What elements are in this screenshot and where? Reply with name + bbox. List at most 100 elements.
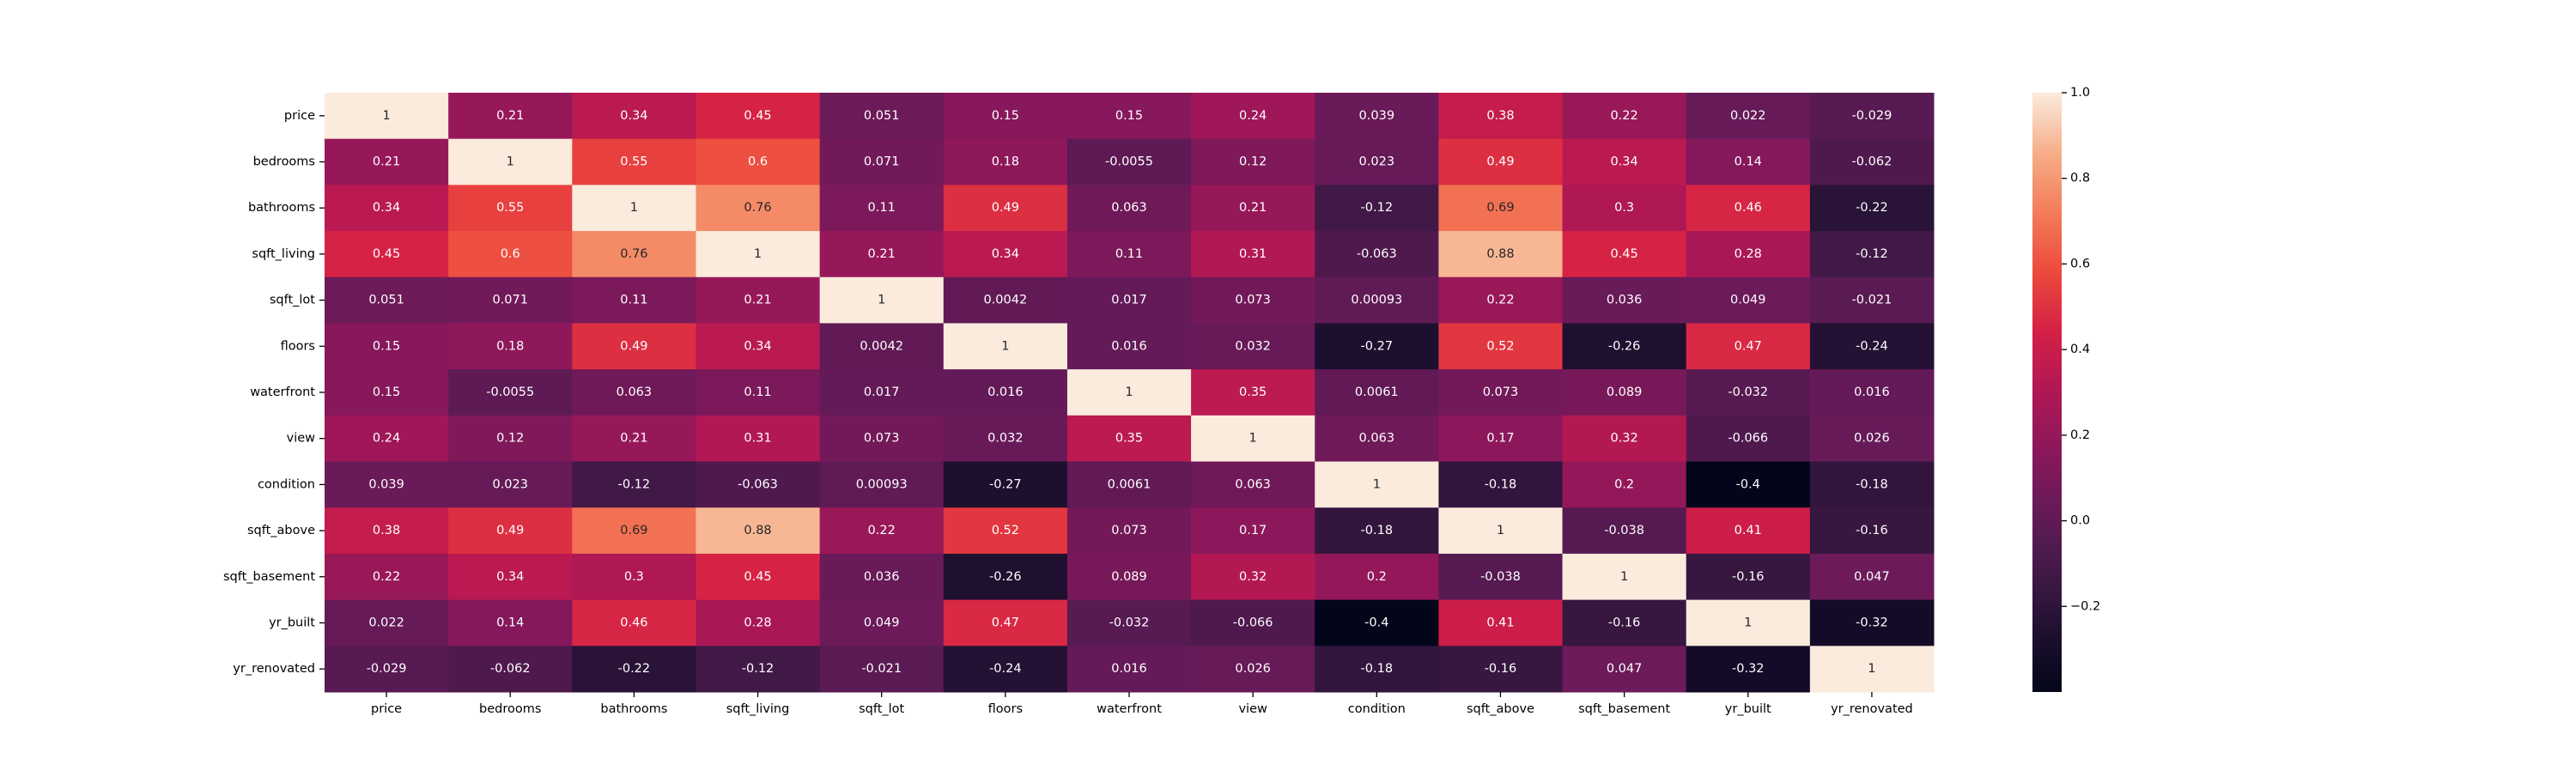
cell-value-label: 0.28 <box>1735 247 1762 261</box>
heatmap-cell-floors-bedrooms <box>448 323 573 370</box>
cell-value-label: 0.022 <box>1730 109 1766 123</box>
cell-value-label: -0.038 <box>1480 570 1521 584</box>
cell-value-label: 0.47 <box>992 616 1019 629</box>
cell-value-label: -0.16 <box>1732 570 1765 584</box>
heatmap-cell-sqft_above-sqft_lot <box>819 507 945 555</box>
heatmap-cell-price-yr_built <box>1686 93 1811 140</box>
cell-value-label: 0.24 <box>1239 109 1267 123</box>
heatmap-cell-bedrooms-bedrooms <box>448 138 573 185</box>
heatmap-cell-bathrooms-sqft_living <box>696 185 821 232</box>
cell-value-label: 0.063 <box>617 385 653 399</box>
heatmap-cell-sqft_living-bathrooms <box>572 231 696 278</box>
cell-value-label: 0.6 <box>501 247 520 261</box>
heatmap-cell-yr_built-price <box>325 599 449 646</box>
cell-value-label: 0.11 <box>620 294 647 307</box>
heatmap-cell-condition-price <box>325 461 449 508</box>
y-tick-label: sqft_living <box>252 247 315 261</box>
heatmap-cell-price-condition <box>1315 93 1439 140</box>
cell-value-label: 0.31 <box>1239 247 1267 261</box>
heatmap-cell-view-yr_built <box>1686 415 1811 463</box>
heatmap-cell-sqft_above-sqft_basement <box>1562 507 1687 555</box>
cell-value-label: 0.32 <box>1610 432 1637 446</box>
heatmap-cell-floors-condition <box>1315 323 1439 370</box>
cell-value-label: 0.45 <box>1610 247 1637 261</box>
cell-value-label: 1 <box>1497 524 1504 537</box>
cell-value-label: 0.0042 <box>860 339 903 353</box>
heatmap-cell-condition-bedrooms <box>448 461 573 508</box>
cell-value-label: -0.021 <box>861 662 902 676</box>
cell-value-label: 0.039 <box>368 477 404 491</box>
cell-value-label: 0.063 <box>1235 477 1271 491</box>
cell-value-label: 0.22 <box>868 524 896 537</box>
y-tick-label: bedrooms <box>253 155 315 169</box>
heatmap-cell-bathrooms-floors <box>943 185 1068 232</box>
cell-value-label: 1 <box>507 155 514 169</box>
heatmap-cell-sqft_lot-view <box>1191 276 1315 324</box>
heatmap-cell-yr_built-bedrooms <box>448 599 573 646</box>
cell-value-label: 0.047 <box>1854 570 1890 584</box>
colorbar-tick-label: 0.0 <box>2070 514 2090 528</box>
heatmap-cell-view-bedrooms <box>448 415 573 463</box>
cell-value-label: 0.46 <box>620 616 647 629</box>
heatmap-cell-bedrooms-sqft_basement <box>1562 138 1687 185</box>
cell-value-label: -0.27 <box>989 477 1022 491</box>
cell-value-label: -0.22 <box>618 662 651 676</box>
cell-value-label: -0.18 <box>1361 524 1394 537</box>
x-tick-label: sqft_lot <box>859 702 904 716</box>
heatmap-cell-view-sqft_living <box>696 415 821 463</box>
cell-value-label: 0.11 <box>1115 247 1143 261</box>
cell-value-label: 0.073 <box>1111 524 1147 537</box>
cell-value-label: 0.016 <box>987 385 1024 399</box>
cell-value-label: 0.38 <box>1486 109 1514 123</box>
cell-value-label: 0.34 <box>744 339 771 353</box>
heatmap-cell-sqft_basement-waterfront <box>1066 553 1192 601</box>
cell-value-label: 0.016 <box>1111 662 1147 676</box>
cell-value-label: 0.071 <box>864 155 900 169</box>
cell-value-label: 1 <box>630 201 638 215</box>
cell-value-label: 0.45 <box>744 570 771 584</box>
heatmap-cell-bedrooms-yr_renovated <box>1809 138 1935 185</box>
cell-value-label: 0.45 <box>373 247 400 261</box>
heatmap-cell-sqft_lot-sqft_basement <box>1562 276 1687 324</box>
cell-value-label: 0.14 <box>496 616 524 629</box>
heatmap-cell-sqft_lot-waterfront <box>1066 276 1192 324</box>
heatmap-cell-sqft_living-condition <box>1315 231 1439 278</box>
heatmap-cell-bedrooms-floors <box>943 138 1068 185</box>
cell-value-label: 0.21 <box>496 109 524 123</box>
cell-value-label: 0.22 <box>1486 294 1514 307</box>
cell-value-label: -0.032 <box>1109 616 1150 629</box>
heatmap-cell-price-price <box>325 93 449 140</box>
heatmap-cell-sqft_basement-bathrooms <box>572 553 696 601</box>
cell-value-label: 0.52 <box>1486 339 1514 353</box>
heatmap-cell-bathrooms-waterfront <box>1066 185 1192 232</box>
cell-value-label: -0.063 <box>1357 247 1397 261</box>
cell-value-label: 0.14 <box>1735 155 1762 169</box>
cell-value-label: -0.12 <box>742 662 775 676</box>
heatmap-cell-yr_renovated-condition <box>1315 646 1439 693</box>
cell-value-label: 0.11 <box>868 201 896 215</box>
heatmap-cell-sqft_above-waterfront <box>1066 507 1192 555</box>
x-tick-label: sqft_basement <box>1578 702 1670 716</box>
cell-value-label: 0.051 <box>864 109 900 123</box>
heatmap-cell-view-floors <box>943 415 1068 463</box>
cell-value-label: 0.073 <box>1235 294 1271 307</box>
cell-value-label: 0.21 <box>1239 201 1267 215</box>
cell-value-label: -0.029 <box>367 662 407 676</box>
cell-value-label: 0.21 <box>868 247 896 261</box>
cell-value-label: 0.34 <box>373 201 400 215</box>
heatmap-cell-sqft_living-waterfront <box>1066 231 1192 278</box>
cell-value-label: 0.15 <box>373 385 400 399</box>
heatmap-cell-sqft_living-sqft_lot <box>819 231 945 278</box>
x-tick-label: condition <box>1348 702 1406 716</box>
cell-value-label: -0.16 <box>1608 616 1641 629</box>
cell-value-label: 0.049 <box>864 616 900 629</box>
cell-value-label: -0.32 <box>1732 662 1765 676</box>
heatmap-cell-condition-bathrooms <box>572 461 696 508</box>
heatmap-cell-yr_built-view <box>1191 599 1315 646</box>
cell-value-label: 1 <box>1001 339 1009 353</box>
heatmap-cell-bathrooms-price <box>325 185 449 232</box>
heatmap-cell-sqft_lot-floors <box>943 276 1068 324</box>
cell-value-label: 0.76 <box>620 247 647 261</box>
heatmap-cell-sqft_basement-sqft_above <box>1438 553 1564 601</box>
